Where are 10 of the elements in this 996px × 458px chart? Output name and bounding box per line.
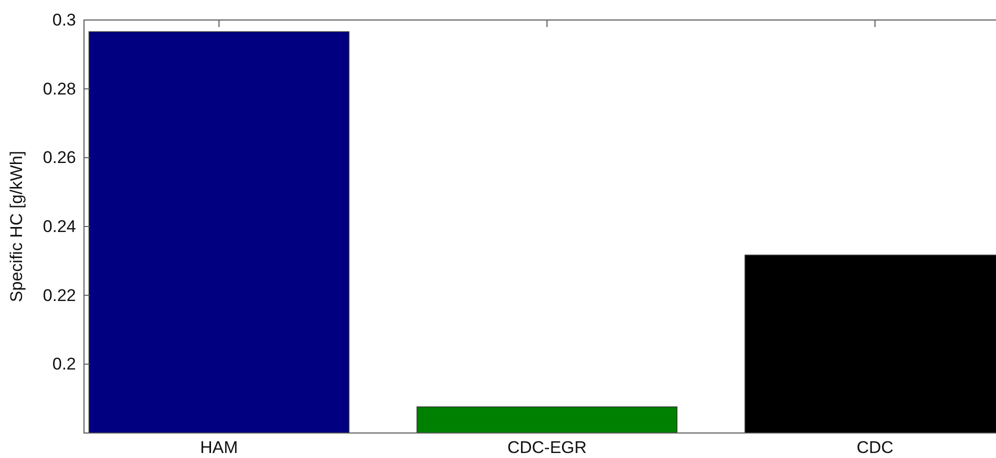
y-tick-label: 0.3 <box>52 10 76 30</box>
y-tick-label: 0.26 <box>42 148 76 168</box>
y-axis-title: Specific HC [g/kWh] <box>7 150 26 302</box>
y-tick-label: 0.28 <box>42 79 76 98</box>
y-tick-label: 0.2 <box>52 354 76 374</box>
x-tick-label: CDC <box>856 438 894 458</box>
x-tick-label: HAM <box>200 438 238 458</box>
y-tick-label: 0.24 <box>42 216 76 236</box>
y-tick-label: 0.22 <box>42 286 76 305</box>
x-tick-label: CDC-EGR <box>507 438 587 458</box>
